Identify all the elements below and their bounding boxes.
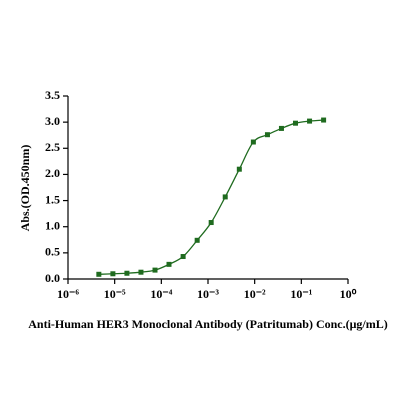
point <box>180 254 186 260</box>
point <box>208 220 214 226</box>
point <box>307 118 313 124</box>
point <box>166 261 172 267</box>
point <box>321 117 327 123</box>
point <box>96 271 102 277</box>
point <box>194 237 200 243</box>
x-axis-label: Anti-Human HER3 Monoclonal Antibody (Pat… <box>28 317 387 331</box>
x-tick-label: 10⁻⁵ <box>104 287 126 301</box>
point <box>278 125 284 131</box>
x-tick-label: 10⁻⁶ <box>57 287 79 301</box>
y-tick-label: 2.5 <box>45 140 60 154</box>
y-tick-label: 0.5 <box>45 245 60 259</box>
y-tick-label: 1.0 <box>45 218 60 232</box>
point <box>264 132 270 138</box>
x-tick-label: 10⁻² <box>244 287 266 301</box>
x-tick-label: 10⁻¹ <box>290 287 312 301</box>
point <box>293 120 299 126</box>
point <box>222 194 228 200</box>
y-tick-label: 3.5 <box>45 88 60 102</box>
point <box>236 166 242 172</box>
y-tick-label: 2.0 <box>45 166 60 180</box>
y-tick-label: 1.5 <box>45 192 60 206</box>
point <box>138 269 144 275</box>
point <box>124 270 130 276</box>
point <box>110 271 116 277</box>
x-tick-label: 10⁻⁴ <box>150 287 172 301</box>
x-tick-label: 10⁰ <box>340 287 357 301</box>
point <box>250 139 256 145</box>
y-tick-label: 0.0 <box>45 271 60 285</box>
point <box>152 267 158 273</box>
y-axis-label: Abs.(OD.450nm) <box>18 145 32 232</box>
x-tick-label: 10⁻³ <box>197 287 219 301</box>
y-tick-label: 3.0 <box>45 114 60 128</box>
